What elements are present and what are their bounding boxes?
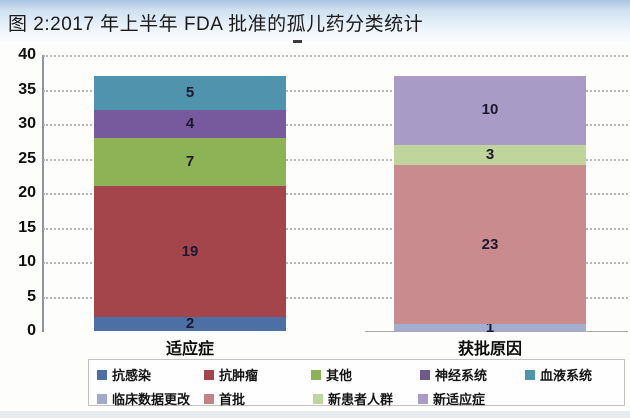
legend-swatch bbox=[525, 369, 535, 380]
legend-label: 首批 bbox=[219, 392, 246, 407]
bar-value-label: 23 bbox=[481, 235, 499, 253]
chart-title: 图 2:2017 年上半年 FDA 批准的孤儿药分类统计 bbox=[8, 14, 424, 35]
bar-value-label: 5 bbox=[185, 83, 195, 101]
bar-value-label: 10 bbox=[481, 101, 499, 119]
legend-swatch bbox=[418, 393, 428, 404]
legend-swatch bbox=[204, 393, 214, 404]
bar-segment-抗感染: 2 bbox=[94, 315, 286, 333]
y-tick-label: 5 bbox=[27, 287, 36, 305]
gridline bbox=[43, 55, 628, 57]
legend-item-新适应症: 新适应症 bbox=[418, 389, 485, 408]
bar-segment-首批: 23 bbox=[394, 165, 586, 325]
y-tick-label: 10 bbox=[18, 253, 36, 270]
bar-segment-血液系统: 5 bbox=[94, 75, 286, 111]
x-axis-line-right bbox=[365, 331, 628, 332]
title-bar: 图 2:2017 年上半年 FDA 批准的孤儿药分类统计 bbox=[0, 0, 630, 44]
legend-item-抗感染: 抗感染 bbox=[97, 365, 151, 384]
legend-item-抗肿瘤: 抗肿瘤 bbox=[204, 365, 258, 384]
bar-segment-其他: 7 bbox=[94, 137, 286, 187]
legend-label: 其他 bbox=[326, 368, 353, 383]
bar-value-label: 4 bbox=[185, 114, 195, 132]
y-tick-label: 40 bbox=[18, 46, 36, 63]
legend-box: 抗感染 抗肿瘤 其他 神经系统 血液系统临床数据更改 首批 新患者人群 新适应症 bbox=[88, 359, 625, 408]
legend-label: 新适应症 bbox=[433, 392, 486, 407]
legend-swatch bbox=[311, 369, 321, 380]
gridline bbox=[43, 89, 628, 92]
bar-value-label: 3 bbox=[485, 146, 495, 164]
legend-item-临床数据更改: 临床数据更改 bbox=[97, 389, 190, 408]
gridline bbox=[43, 158, 628, 161]
y-tick-label: 30 bbox=[18, 115, 36, 132]
legend-swatch bbox=[97, 393, 107, 404]
bar-value-label: 7 bbox=[185, 152, 195, 170]
legend-label: 神经系统 bbox=[435, 368, 488, 383]
y-tick-label: 25 bbox=[18, 149, 36, 167]
dash-mark bbox=[293, 40, 302, 43]
bar-value-label: 2 bbox=[185, 315, 195, 333]
bar-segment-抗肿瘤: 19 bbox=[94, 186, 286, 318]
bottom-strip bbox=[0, 411, 630, 418]
legend-item-新患者人群: 新患者人群 bbox=[313, 389, 393, 408]
bar-segment-新适应症: 10 bbox=[394, 75, 586, 145]
bar-value-label: 1 bbox=[485, 318, 495, 336]
gridline bbox=[43, 227, 628, 230]
bar-value-label: 19 bbox=[181, 242, 199, 260]
gridline bbox=[43, 193, 628, 195]
y-tick-label: 20 bbox=[18, 184, 36, 201]
bar-segment-临床数据更改: 1 bbox=[394, 320, 586, 335]
legend-label: 新患者人群 bbox=[328, 392, 394, 407]
y-tick-label: 15 bbox=[18, 218, 36, 236]
legend-label: 血液系统 bbox=[540, 368, 593, 383]
legend-swatch bbox=[97, 369, 107, 380]
legend-item-血液系统: 血液系统 bbox=[525, 365, 592, 384]
gridline bbox=[43, 296, 628, 299]
legend-label: 临床数据更改 bbox=[112, 392, 191, 407]
legend-swatch bbox=[420, 369, 430, 380]
y-tick-label: 0 bbox=[27, 322, 36, 339]
gridline bbox=[43, 262, 628, 264]
legend-item-其他: 其他 bbox=[311, 365, 352, 384]
legend-label: 抗肿瘤 bbox=[219, 368, 259, 383]
y-tick-label: 35 bbox=[18, 80, 36, 98]
legend-label: 抗感染 bbox=[112, 368, 152, 383]
legend-swatch bbox=[204, 369, 214, 380]
legend-item-首批: 首批 bbox=[204, 389, 245, 408]
category-label-适应症: 适应症 bbox=[165, 341, 214, 358]
legend-item-神经系统: 神经系统 bbox=[420, 365, 487, 384]
bar-segment-新患者人群: 3 bbox=[394, 144, 586, 166]
legend-swatch bbox=[313, 393, 323, 404]
bar-segment-神经系统: 4 bbox=[94, 110, 286, 138]
category-label-获批原因: 获批原因 bbox=[457, 341, 522, 358]
gridline bbox=[43, 124, 628, 126]
